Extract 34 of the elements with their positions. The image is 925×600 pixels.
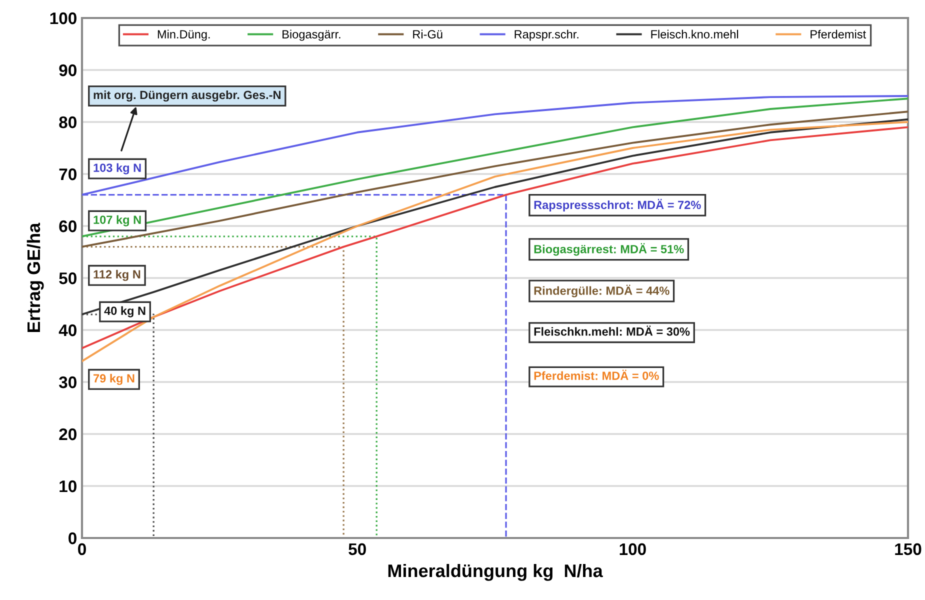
- y-tick-label: 60: [59, 220, 76, 232]
- y-axis-title: Ertrag GE/ha: [26, 222, 44, 332]
- x-tick-label: 150: [895, 543, 922, 556]
- x-tick-label: 50: [348, 543, 366, 556]
- legend-label: Biogasgärr.: [282, 30, 340, 41]
- annotation: 107 kg N: [94, 215, 141, 226]
- legend-label: Ri-Gü: [413, 30, 442, 38]
- x-tick-label: 0: [78, 543, 86, 556]
- annotation: 79 kg N: [94, 374, 134, 385]
- y-tick-label: 70: [59, 168, 76, 180]
- annotation: 103 kg N: [94, 163, 141, 174]
- y-tick-label: 10: [60, 480, 76, 492]
- y-tick-label: 80: [59, 116, 76, 128]
- annotation: Biogasgärrest: MDÄ = 51%: [534, 243, 684, 256]
- y-tick-label: 40: [58, 324, 76, 336]
- annotation: Fleischkn.mehl: MDÄ = 30%: [534, 326, 690, 336]
- legend-label: Pferdemist: [810, 30, 866, 38]
- y-tick-label: 90: [59, 64, 76, 76]
- annotation: 112 kg N: [94, 270, 140, 281]
- annotation: Rapspressschrot: MDÄ = 72%: [534, 198, 701, 212]
- y-tick-label: 50: [59, 272, 76, 284]
- y-tick-label: 30: [58, 376, 76, 388]
- annotation: 40 kg N: [104, 306, 146, 318]
- y-tick-label: 20: [59, 428, 76, 440]
- annotation: Pferdemist: MDÄ = 0%: [534, 370, 659, 380]
- x-axis-title: Mineraldüngung kg N/ha: [388, 564, 603, 581]
- legend-label: Min.Düng.: [158, 30, 210, 41]
- legend-label: Rapspr.schr.: [514, 30, 578, 41]
- y-tick-label: 0: [68, 532, 76, 544]
- x-tick-label: 100: [620, 543, 646, 556]
- annotation: mit org. Düngern ausgebr. Ges.-N: [94, 90, 280, 102]
- y-tick-label: 100: [50, 12, 76, 24]
- annotation: Rindergülle: MDÄ = 44%: [534, 284, 670, 298]
- legend-label: Fleisch.kno.mehl: [651, 30, 738, 38]
